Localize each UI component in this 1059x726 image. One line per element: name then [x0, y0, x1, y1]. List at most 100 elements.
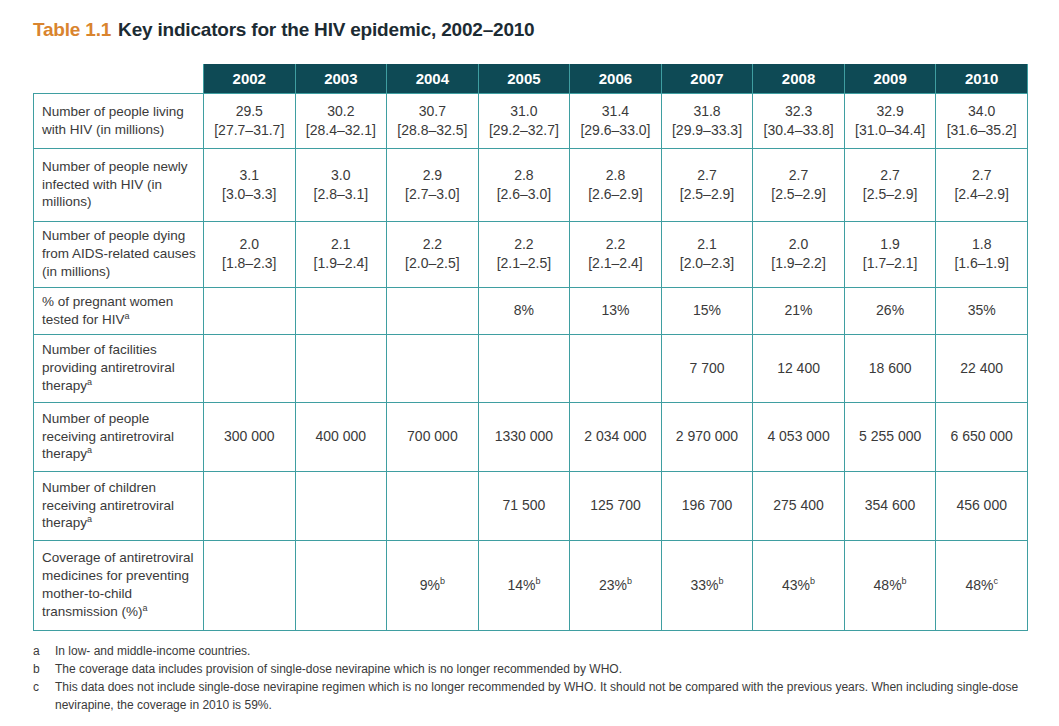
data-cell: 13%	[570, 287, 662, 334]
data-cell: 2.7[2.5–2.9]	[753, 148, 845, 221]
cell-value: 32.9	[876, 103, 903, 119]
row-label: Coverage of antiretroviral medicines for…	[34, 540, 204, 630]
cell-range: [1.9–2.2]	[755, 254, 842, 273]
cell-range: [2.8–3.1]	[298, 185, 385, 204]
data-cell	[204, 471, 296, 540]
cell-value: 3.1	[240, 167, 259, 183]
year-column-header: 2006	[570, 64, 662, 93]
data-cell: 32.3 [30.4–33.8]	[753, 93, 845, 148]
table-row: Number of people living with HIV (in mil…	[34, 93, 1028, 148]
data-cell: 12 400	[753, 334, 845, 402]
data-cell	[295, 471, 387, 540]
table-row: Number of facilities providing antiretro…	[34, 334, 1028, 402]
data-cell	[204, 287, 296, 334]
data-cell: 23%b	[570, 540, 662, 630]
cell-value: 14%	[507, 577, 535, 593]
data-cell: 9%b	[387, 540, 479, 630]
cell-value: 2 970 000	[676, 428, 738, 444]
table-row: Coverage of antiretroviral medicines for…	[34, 540, 1028, 630]
data-cell: 14%b	[478, 540, 570, 630]
cell-value: 2.7	[789, 167, 808, 183]
cell-value: 2.9	[423, 167, 442, 183]
cell-value: 2.0	[789, 236, 808, 252]
cell-value: 6 650 000	[951, 428, 1013, 444]
row-label: Number of children receiving antiretrovi…	[34, 471, 204, 540]
cell-range: [28.4–32.1]	[298, 121, 385, 140]
row-label-text: Number of people dying from AIDS-related…	[42, 228, 196, 279]
data-cell	[387, 471, 479, 540]
cell-range: [29.9–33.3]	[664, 121, 751, 140]
cell-range: [30.4–33.8]	[755, 121, 842, 140]
data-cell: 2.8[2.6–2.9]	[570, 148, 662, 221]
cell-value: 48%	[874, 577, 902, 593]
cell-value: 31.4	[602, 103, 629, 119]
cell-value: 456 000	[956, 497, 1007, 513]
cell-range: [3.0–3.3]	[206, 185, 293, 204]
data-cell	[295, 334, 387, 402]
year-column-header: 2003	[295, 64, 387, 93]
data-cell	[387, 334, 479, 402]
data-cell: 2.2[2.1–2.5]	[478, 221, 570, 287]
data-cell: 354 600	[844, 471, 936, 540]
cell-value: 26%	[876, 302, 904, 318]
cell-value: 2.0	[240, 236, 259, 252]
data-cell: 33%b	[661, 540, 753, 630]
cell-value: 8%	[514, 302, 534, 318]
cell-range: [28.8–32.5]	[389, 121, 476, 140]
cell-value: 18 600	[869, 360, 912, 376]
cell-range: [2.7–3.0]	[389, 185, 476, 204]
footnote-letter: a	[33, 642, 55, 660]
footnote-marker: b	[719, 576, 724, 586]
footnote-marker: b	[902, 576, 907, 586]
cell-value: 2.2	[606, 236, 625, 252]
data-cell: 29.5[27.7–31.7]	[204, 93, 296, 148]
data-cell: 18 600	[844, 334, 936, 402]
corner-cell	[34, 64, 204, 93]
table-title: Table 1.1Key indicators for the HIV epid…	[33, 19, 1028, 41]
cell-value: 48%	[965, 577, 993, 593]
data-cell: 34.0[31.6–35.2]	[936, 93, 1028, 148]
data-cell: 48%b	[844, 540, 936, 630]
data-cell	[204, 540, 296, 630]
cell-value: 3.0	[331, 167, 350, 183]
year-column-header: 2007	[661, 64, 753, 93]
cell-value: 700 000	[407, 428, 458, 444]
data-cell: 2.8[2.6–3.0]	[478, 148, 570, 221]
data-cell: 2 034 000	[570, 402, 662, 471]
data-cell: 2.2[2.0–2.5]	[387, 221, 479, 287]
data-cell: 1.9[1.7–2.1]	[844, 221, 936, 287]
footnote: cThis data does not include single-dose …	[33, 678, 1033, 714]
data-cell: 22 400	[936, 334, 1028, 402]
row-label-text: Number of people receiving antiretrovira…	[42, 411, 174, 462]
data-cell: 31.4[29.6–33.0]	[570, 93, 662, 148]
hiv-indicators-table: 200220032004200520062007200820092010 Num…	[33, 64, 1028, 631]
cell-value: 31.0	[510, 103, 537, 119]
cell-value: 23%	[599, 577, 627, 593]
data-cell: 35%	[936, 287, 1028, 334]
cell-value: 12 400	[777, 360, 820, 376]
cell-value: 1.8	[972, 236, 991, 252]
row-label: Number of people newly infected with HIV…	[34, 148, 204, 221]
cell-value: 2.8	[514, 167, 533, 183]
footnote-marker: b	[440, 576, 445, 586]
data-cell: 5 255 000	[844, 402, 936, 471]
footnote-marker: a	[125, 310, 130, 320]
cell-value: 35%	[968, 302, 996, 318]
data-cell: 7 700	[661, 334, 753, 402]
cell-value: 32.3	[785, 103, 812, 119]
row-label-text: Number of people living with HIV (in mil…	[42, 104, 184, 137]
cell-value: 30.7	[419, 103, 446, 119]
cell-value: 2.2	[423, 236, 442, 252]
cell-value: 354 600	[865, 497, 916, 513]
document-page: Table 1.1Key indicators for the HIV epid…	[0, 0, 1059, 714]
year-column-header: 2004	[387, 64, 479, 93]
cell-range: [2.4–2.9]	[938, 185, 1025, 204]
cell-value: 43%	[782, 577, 810, 593]
data-cell: 2.7[2.5–2.9]	[844, 148, 936, 221]
data-cell: 2.0[1.8–2.3]	[204, 221, 296, 287]
cell-value: 21%	[785, 302, 813, 318]
data-cell: 700 000	[387, 402, 479, 471]
data-cell: 2.7[2.5–2.9]	[661, 148, 753, 221]
row-label-text: Number of children receiving antiretrovi…	[42, 480, 174, 531]
row-label: Number of people living with HIV (in mil…	[34, 93, 204, 148]
